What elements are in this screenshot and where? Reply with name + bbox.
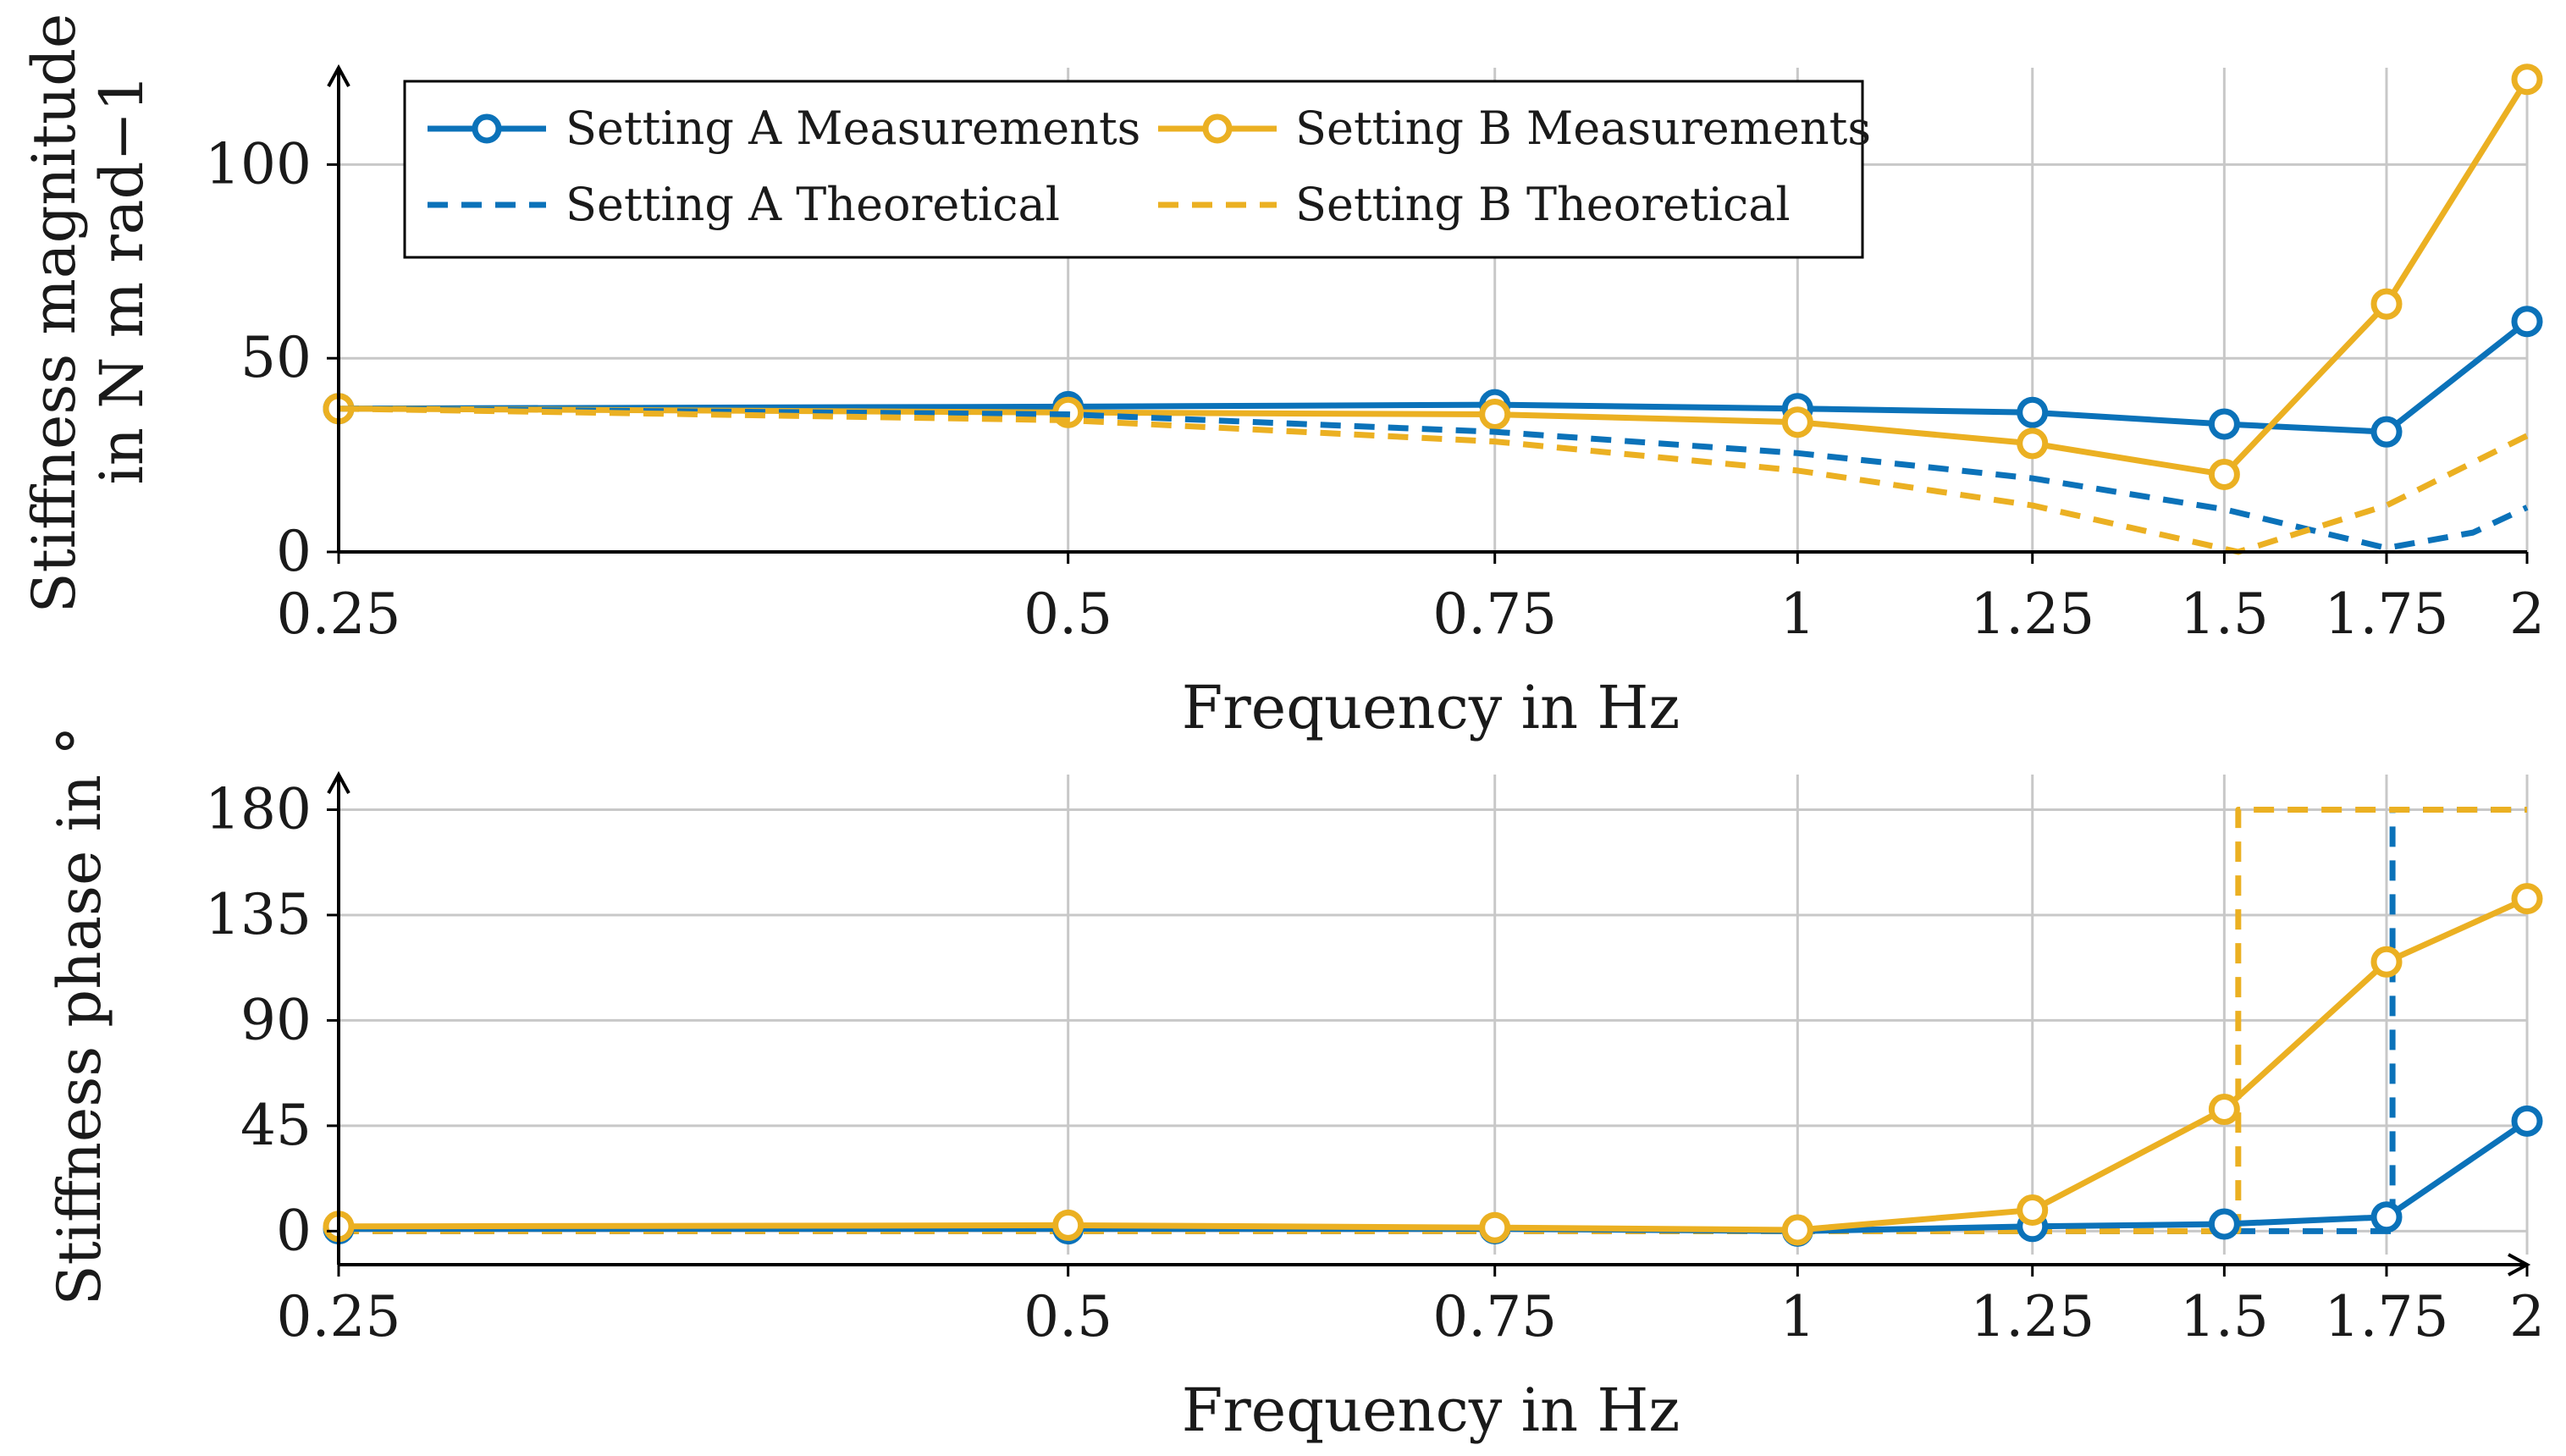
x-tick-label: 0.5 [1024,1284,1112,1349]
data-point-setting-a-measurements [2017,396,2049,428]
legend-entry-setting-b-theoretical: Setting B Theoretical [1158,178,1791,231]
series-line-setting-b-measurements [338,896,2529,1233]
magnitude-series-group [323,63,2543,555]
legend-marker-setting-a-measurements [472,113,502,144]
data-point-setting-a-measurements [2208,408,2240,440]
series-line-setting-a-measurements [339,1118,2529,1234]
y-axis-arrow [327,63,350,87]
legend-label-setting-b-measurements: Setting B Measurements [1295,102,1871,155]
y-tick-label: 45 [240,1093,312,1158]
x-tick-label: 2 [2509,582,2545,647]
legend-label-setting-b-theoretical: Setting B Theoretical [1295,178,1791,231]
series-line-setting-b-theoretical [338,405,2529,555]
series-line-setting-b-theoretical [339,806,2527,1234]
phase-tick-labels: 0.25 0.5 0.75 1 1.25 1.5 1.75 2 0 45 90 135 180 [205,776,2545,1349]
x-tick-label: 1 [1780,582,1815,647]
data-point-setting-a-measurements [2511,306,2543,338]
y-tick-label: 135 [205,882,312,947]
legend-label-setting-a-measurements: Setting A Measurements [566,102,1140,155]
y-tick-label: 180 [205,776,312,841]
series-line-setting-b-measurements [338,77,2530,477]
x-tick-label: 1.25 [1970,582,2094,647]
legend-entry-setting-b-measurements: Setting B Measurements [1158,102,1871,155]
data-point-setting-b-measurements [2511,883,2543,915]
data-point-setting-b-measurements [1052,1209,1084,1241]
data-point-setting-a-measurements [2511,1105,2543,1137]
y-tick-label: 0 [276,519,312,584]
phase-grid [337,775,2529,1255]
data-point-setting-b-measurements [1781,406,1813,438]
phase-series-group [323,806,2543,1247]
data-point-setting-b-measurements [1479,399,1511,431]
phase-panel: 0.25 0.5 0.75 1 1.25 1.5 1.75 2 0 45 90 135 180 Freq… [45,726,2545,1445]
y-tick-label: 90 [240,987,312,1052]
y-axis-arrow [327,770,350,794]
y-tick-label: 50 [240,325,312,390]
legend-entry-setting-a-measurements: Setting A Measurements [428,102,1140,155]
x-tick-label: 2 [2509,1284,2545,1349]
data-point-setting-a-measurements [2370,1201,2403,1233]
magnitude-axes [327,63,2527,554]
data-point-setting-b-measurements [1479,1211,1511,1244]
data-point-setting-b-measurements [2370,946,2403,978]
magnitude-panel: 0.25 0.5 0.75 1 1.25 1.5 1.75 2 0 50 100 Frequency… [19,14,2545,742]
phase-axes [327,770,2531,1277]
data-point-setting-b-measurements [2370,288,2403,320]
legend: Setting A Measurements Setting A Theoret… [403,80,1871,259]
x-tick-label: 0.5 [1024,582,1112,647]
x-tick-label: 1.5 [2180,1284,2269,1349]
x-tick-label: 1.5 [2180,582,2269,647]
data-point-setting-b-measurements [2208,458,2240,490]
legend-marker-setting-b-measurements [1202,113,1233,144]
phase-x-axis-label: Frequency in Hz [1182,1376,1680,1445]
magnitude-y-axis-label-line1: Stiffness magnitude [19,14,89,614]
x-tick-label: 0.75 [1432,1284,1557,1349]
data-point-setting-a-measurements [2370,416,2403,448]
legend-label-setting-a-theoretical: Setting A Theoretical [566,178,1060,231]
data-point-setting-b-measurements [2017,1194,2049,1226]
data-point-setting-b-measurements [1781,1214,1813,1246]
series-line-setting-a-theoretical [338,405,2529,551]
x-tick-label: 1.75 [2325,582,2449,647]
y-tick-label: 100 [205,131,312,196]
x-tick-label: 1.25 [1970,1284,2094,1349]
legend-entry-setting-a-theoretical: Setting A Theoretical [428,178,1060,231]
legend-box [403,80,1864,259]
series-line-setting-a-measurements [338,318,2530,435]
magnitude-y-axis-label-line2: in N m rad−1 [87,74,157,484]
data-point-setting-b-measurements [2511,63,2543,96]
magnitude-tick-labels: 0.25 0.5 0.75 1 1.25 1.5 1.75 2 0 50 100 [205,131,2545,647]
x-tick-label: 1 [1780,1284,1815,1349]
data-point-setting-a-measurements [2208,1208,2240,1240]
phase-y-axis-label: Stiffness phase in ° [45,726,114,1306]
y-tick-label: 0 [276,1198,312,1263]
series-line-setting-a-theoretical [339,806,2527,1234]
x-tick-label: 0.75 [1432,582,1557,647]
x-tick-label: 0.25 [277,582,401,647]
data-point-setting-b-measurements [2017,427,2049,460]
magnitude-x-axis-label: Frequency in Hz [1182,673,1680,742]
data-point-setting-b-measurements [2208,1094,2240,1126]
x-tick-label: 1.75 [2325,1284,2449,1349]
x-tick-label: 0.25 [277,1284,401,1349]
